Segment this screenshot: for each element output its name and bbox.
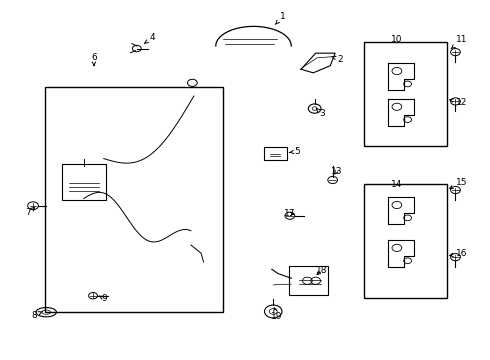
Text: 6: 6 bbox=[91, 53, 97, 66]
Text: 9: 9 bbox=[99, 294, 107, 303]
Text: 11: 11 bbox=[451, 36, 467, 49]
Text: 19: 19 bbox=[271, 308, 282, 321]
Text: 14: 14 bbox=[392, 180, 403, 189]
Text: 5: 5 bbox=[289, 147, 300, 156]
Text: 1: 1 bbox=[275, 12, 286, 24]
Text: 17: 17 bbox=[284, 210, 295, 219]
Text: 13: 13 bbox=[331, 167, 343, 176]
Text: 10: 10 bbox=[391, 36, 403, 45]
Text: 7: 7 bbox=[25, 207, 35, 217]
Text: 2: 2 bbox=[332, 55, 343, 64]
Text: 15: 15 bbox=[450, 178, 467, 189]
Text: 8: 8 bbox=[32, 311, 43, 320]
Text: 12: 12 bbox=[450, 98, 467, 107]
Text: 3: 3 bbox=[316, 108, 325, 118]
Text: 4: 4 bbox=[145, 33, 155, 44]
Text: 18: 18 bbox=[316, 266, 328, 275]
Text: 16: 16 bbox=[450, 249, 467, 258]
